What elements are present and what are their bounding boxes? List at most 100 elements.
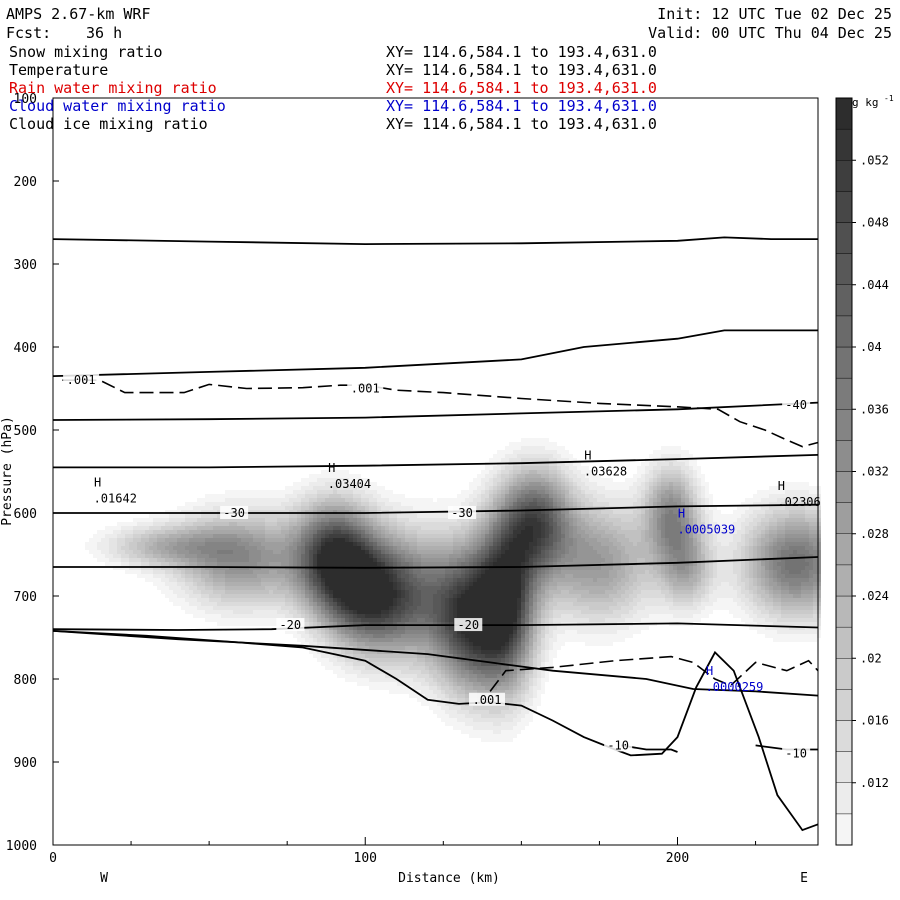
shading-cell: [405, 670, 409, 674]
shading-cell: [365, 622, 369, 626]
shading-cell: [153, 558, 157, 562]
shading-cell: [489, 682, 493, 686]
shading-cell: [537, 626, 541, 630]
shading-cell: [241, 546, 245, 550]
shading-cell: [529, 470, 533, 474]
shading-cell: [141, 522, 145, 526]
shading-cell: [425, 638, 429, 642]
shading-cell: [489, 470, 493, 474]
shading-cell: [333, 494, 337, 498]
shading-cell: [249, 510, 253, 514]
shading-cell: [481, 598, 485, 602]
shading-cell: [505, 486, 509, 490]
shading-cell: [537, 566, 541, 570]
shading-cell: [229, 498, 233, 502]
shading-cell: [301, 494, 305, 498]
shading-cell: [441, 602, 445, 606]
shading-cell: [393, 678, 397, 682]
shading-cell: [533, 442, 537, 446]
shading-cell: [353, 478, 357, 482]
shading-cell: [281, 586, 285, 590]
shading-cell: [437, 622, 441, 626]
shading-cell: [433, 514, 437, 518]
shading-cell: [369, 534, 373, 538]
shading-cell: [221, 562, 225, 566]
shading-cell: [465, 706, 469, 710]
shading-cell: [277, 554, 281, 558]
shading-cell: [189, 574, 193, 578]
shading-cell: [325, 590, 329, 594]
shading-cell: [297, 502, 301, 506]
shading-cell: [337, 578, 341, 582]
shading-cell: [289, 538, 293, 542]
shading-cell: [513, 514, 517, 518]
shading-cell: [409, 618, 413, 622]
shading-cell: [545, 494, 549, 498]
shading-cell: [425, 614, 429, 618]
shading-cell: [453, 674, 457, 678]
shading-cell: [229, 554, 233, 558]
shading-cell: [325, 610, 329, 614]
shading-cell: [373, 514, 377, 518]
shading-cell: [533, 522, 537, 526]
shading-cell: [525, 658, 529, 662]
shading-cell: [393, 562, 397, 566]
shading-cell: [401, 630, 405, 634]
shading-cell: [397, 686, 401, 690]
shading-cell: [329, 506, 333, 510]
shading-cell: [425, 526, 429, 530]
shading-cell: [461, 582, 465, 586]
shading-cell: [493, 582, 497, 586]
shading-cell: [405, 674, 409, 678]
shading-cell: [521, 598, 525, 602]
shading-cell: [349, 594, 353, 598]
shading-cell: [521, 714, 525, 718]
shading-cell: [457, 658, 461, 662]
shading-cell: [169, 554, 173, 558]
shading-cell: [337, 482, 341, 486]
shading-cell: [341, 470, 345, 474]
shading-cell: [241, 562, 245, 566]
shading-cell: [409, 642, 413, 646]
shading-cell: [381, 486, 385, 490]
shading-cell: [553, 458, 557, 462]
shading-cell: [533, 638, 537, 642]
shading-cell: [485, 530, 489, 534]
shading-cell: [145, 538, 149, 542]
shading-cell: [401, 634, 405, 638]
shading-cell: [329, 582, 333, 586]
shading-cell: [545, 570, 549, 574]
shading-cell: [357, 546, 361, 550]
shading-cell: [413, 694, 417, 698]
shading-cell: [453, 554, 457, 558]
shading-cell: [269, 562, 273, 566]
shading-cell: [369, 586, 373, 590]
shading-cell: [233, 534, 237, 538]
shading-cell: [505, 458, 509, 462]
shading-cell: [261, 594, 265, 598]
valid-time: Valid: 00 UTC Thu 04 Dec 25: [648, 24, 892, 42]
shading-cell: [509, 594, 513, 598]
shading-cell: [185, 562, 189, 566]
shading-cell: [437, 650, 441, 654]
shading-cell: [533, 598, 537, 602]
shading-cell: [553, 562, 557, 566]
shading-cell: [553, 466, 557, 470]
shading-cell: [489, 614, 493, 618]
shading-cell: [149, 562, 153, 566]
shading-cell: [541, 662, 545, 666]
shading-cell: [545, 442, 549, 446]
shading-cell: [473, 578, 477, 582]
shading-cell: [245, 594, 249, 598]
shading-cell: [405, 530, 409, 534]
shading-cell: [201, 542, 205, 546]
shading-cell: [541, 498, 545, 502]
shading-cell: [201, 534, 205, 538]
shading-cell: [461, 574, 465, 578]
shading-cell: [529, 642, 533, 646]
shading-cell: [541, 602, 545, 606]
shading-cell: [449, 706, 453, 710]
shading-cell: [505, 526, 509, 530]
shading-cell: [209, 614, 213, 618]
shading-cell: [297, 530, 301, 534]
